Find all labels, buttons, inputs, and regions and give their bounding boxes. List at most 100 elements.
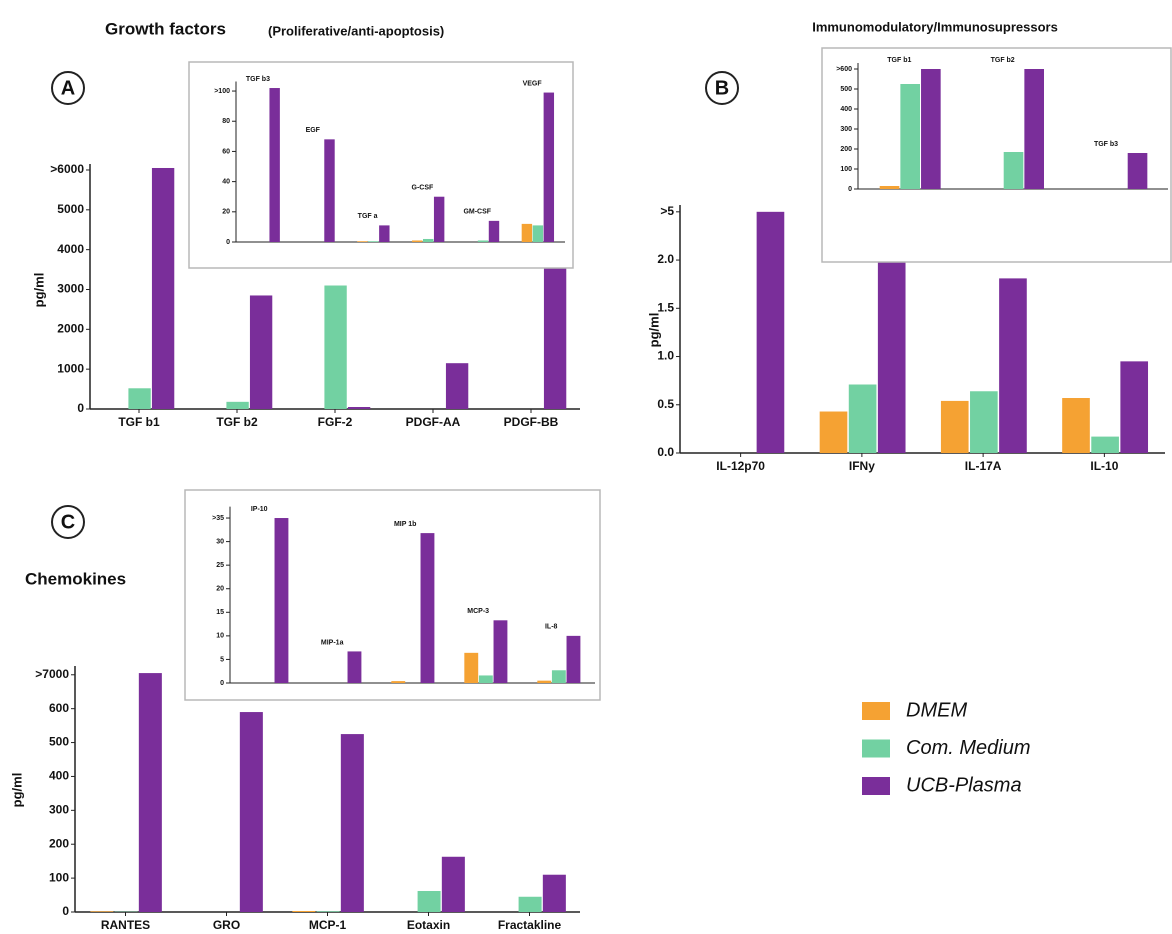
inset-box xyxy=(184,489,601,701)
x-tick-label: IL-17A xyxy=(965,459,1002,473)
y-tick-label: 4000 xyxy=(57,242,84,256)
y-tick-label: 1.5 xyxy=(657,300,674,314)
bar xyxy=(543,92,555,242)
x-tick-label: PDGF-AA xyxy=(406,415,461,429)
y-tick-label: 100 xyxy=(49,870,69,884)
bar xyxy=(347,407,371,409)
y-tick-label: 3000 xyxy=(57,282,84,296)
bar xyxy=(269,88,280,243)
bar xyxy=(1062,398,1090,453)
bar-annotation: IP-10 xyxy=(251,506,268,513)
x-tick-label: RANTES xyxy=(101,918,150,932)
bar xyxy=(1091,436,1119,453)
bar-annotation: MCP-3 xyxy=(467,608,489,615)
bar xyxy=(493,620,508,683)
panel-circle xyxy=(705,71,739,105)
bar xyxy=(138,673,162,912)
y-tick-label: 60 xyxy=(222,148,230,155)
bar xyxy=(340,734,364,912)
bar xyxy=(537,680,552,683)
x-tick-label: Fractakline xyxy=(498,918,562,932)
x-tick-label: MCP-1 xyxy=(309,918,347,932)
bar xyxy=(433,196,445,242)
y-axis-label: pg/ml xyxy=(646,313,661,348)
bar xyxy=(90,911,114,912)
bar xyxy=(518,896,542,912)
bar xyxy=(900,84,920,189)
bar xyxy=(391,681,406,683)
y-tick-label: >600 xyxy=(836,66,852,73)
legend-swatch xyxy=(862,702,890,720)
bar-annotation: GM-CSF xyxy=(463,209,491,216)
bar xyxy=(417,890,441,912)
bar xyxy=(128,388,151,409)
y-tick-label: >6000 xyxy=(50,162,84,176)
bar xyxy=(420,533,435,683)
x-tick-label: FGF-2 xyxy=(318,415,353,429)
chart-title: Immunomodulatory/Immunosupressors xyxy=(812,19,1058,34)
bar-annotation: TGF b3 xyxy=(246,76,270,83)
x-tick-label: TGF b1 xyxy=(118,415,160,429)
bar-annotation: VEGF xyxy=(523,80,543,87)
bar xyxy=(542,874,566,912)
inset-box xyxy=(821,47,1172,263)
bar xyxy=(368,241,379,242)
y-tick-label: >100 xyxy=(214,88,230,95)
bar-annotation: TGF b2 xyxy=(991,57,1015,64)
x-tick-label: IL-12p70 xyxy=(716,459,765,473)
bar xyxy=(477,240,489,242)
bar xyxy=(1120,361,1149,453)
x-tick-label: PDGF-BB xyxy=(504,415,559,429)
bar-annotation: TGF a xyxy=(358,213,378,220)
y-tick-label: 40 xyxy=(222,178,230,185)
chart-title: Chemokines xyxy=(25,569,126,588)
y-tick-label: 600 xyxy=(49,701,69,715)
bar xyxy=(921,69,941,189)
y-tick-label: >35 xyxy=(212,515,224,522)
bar xyxy=(521,223,533,242)
y-tick-label: 5000 xyxy=(57,202,84,216)
panel-circle xyxy=(51,71,85,105)
bar xyxy=(879,186,900,189)
y-tick-label: 2.0 xyxy=(657,252,674,266)
bar xyxy=(464,652,479,683)
x-tick-label: Eotaxin xyxy=(407,918,450,932)
y-axis-label: pg/ml xyxy=(9,773,24,808)
bar-annotation: TGF b3 xyxy=(1094,141,1118,148)
y-tick-label: 200 xyxy=(49,836,69,850)
bar xyxy=(756,211,785,453)
y-tick-label: 400 xyxy=(840,106,852,113)
y-tick-label: 1000 xyxy=(57,361,84,375)
y-tick-label: 0.5 xyxy=(657,397,674,411)
bar xyxy=(999,278,1027,453)
legend-label: DMEM xyxy=(906,699,967,721)
bar xyxy=(239,712,263,912)
x-tick-label: IL-10 xyxy=(1090,459,1118,473)
bar xyxy=(478,675,493,683)
y-tick-label: >7000 xyxy=(35,667,69,681)
panel-label: C xyxy=(61,511,75,533)
bar xyxy=(1127,153,1148,189)
bar xyxy=(1003,152,1024,189)
y-tick-label: 10 xyxy=(216,633,224,640)
bar-annotation: MIP 1b xyxy=(394,521,416,528)
bar xyxy=(274,518,289,683)
bar-annotation: EGF xyxy=(306,127,321,134)
panel-label: B xyxy=(715,77,729,99)
y-tick-label: 500 xyxy=(840,86,852,93)
bar xyxy=(877,240,906,453)
bar xyxy=(379,225,390,242)
y-tick-label: 0 xyxy=(848,186,852,193)
y-tick-label: 300 xyxy=(49,803,69,817)
bar xyxy=(940,400,969,453)
bar xyxy=(566,635,581,683)
y-tick-label: 80 xyxy=(222,118,230,125)
y-tick-label: 0 xyxy=(226,239,230,246)
chart-subtitle: (Proliferative/anti-apoptosis) xyxy=(268,23,444,38)
bar xyxy=(324,285,347,409)
bar xyxy=(848,384,877,453)
y-tick-label: 0 xyxy=(62,904,69,918)
bar xyxy=(532,225,544,242)
legend-label: Com. Medium xyxy=(906,737,1030,759)
